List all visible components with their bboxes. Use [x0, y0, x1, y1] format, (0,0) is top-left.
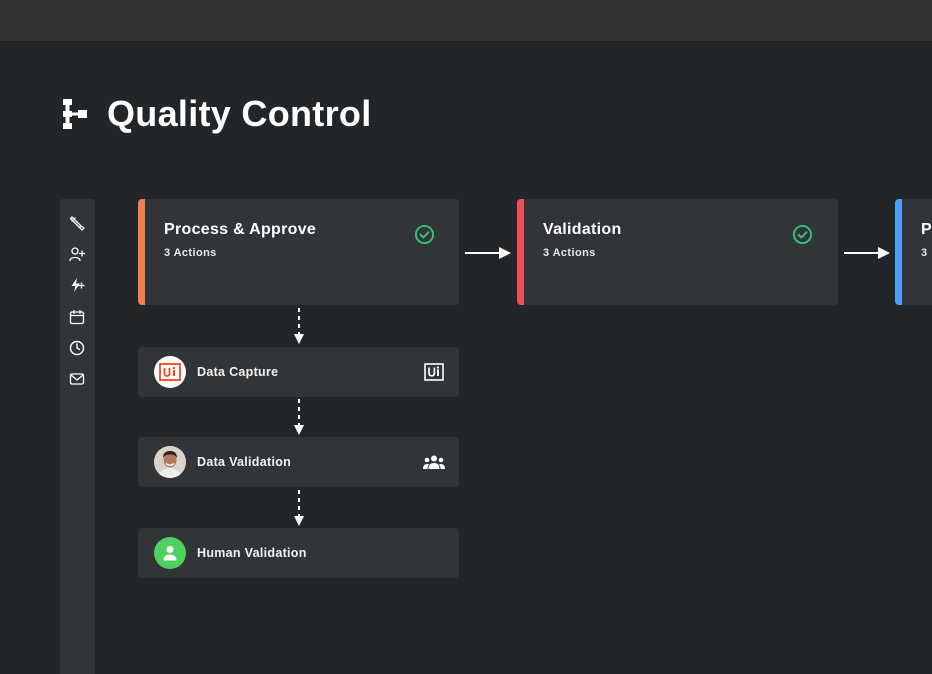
uipath-logo [154, 356, 186, 388]
stage-action-count: 3 Actions [164, 247, 217, 259]
action-label: Data Validation [197, 455, 292, 469]
workflow-icon [63, 99, 87, 129]
stage-action-count: 3 Actions [543, 247, 596, 259]
stage-title: Validation [543, 221, 622, 238]
mail-icon[interactable] [68, 370, 86, 388]
top-bar [0, 0, 932, 42]
action-connector [293, 307, 305, 345]
action-card-human-validation[interactable]: Human Validation [138, 528, 459, 578]
action-connector [293, 398, 305, 436]
action-label: Human Validation [197, 546, 307, 560]
team-icon [423, 451, 445, 473]
action-connector [293, 489, 305, 527]
clock-icon[interactable] [68, 339, 86, 357]
stage-accent [138, 199, 145, 305]
action-card-data-capture[interactable]: Data Capture [138, 347, 459, 397]
stage-title: P [921, 221, 932, 238]
stage-card-partial[interactable]: P 3 [895, 199, 932, 305]
stage-card-validation[interactable]: Validation 3 Actions [517, 199, 838, 305]
lightning-add-icon[interactable] [68, 276, 86, 294]
action-card-data-validation[interactable]: Data Validation [138, 437, 459, 487]
page-title: Quality Control [107, 93, 372, 134]
check-circle-icon [414, 224, 435, 245]
stage-arrow-connector [843, 246, 891, 260]
brush-icon[interactable] [68, 214, 86, 232]
user-icon [154, 537, 186, 569]
stage-title: Process & Approve [164, 221, 317, 238]
stage-accent [517, 199, 524, 305]
uipath-robot-icon [423, 361, 445, 383]
stage-action-count: 3 [921, 247, 928, 259]
stage-accent [895, 199, 902, 305]
check-circle-icon [792, 224, 813, 245]
action-label: Data Capture [197, 365, 279, 379]
add-user-icon[interactable] [68, 245, 86, 263]
calendar-icon[interactable] [68, 308, 86, 326]
stage-card-process-approve[interactable]: Process & Approve 3 Actions [138, 199, 459, 305]
page-header: Quality Control [63, 93, 372, 134]
avatar-photo [154, 446, 186, 478]
stage-arrow-connector [464, 246, 512, 260]
tool-sidebar [60, 199, 95, 674]
